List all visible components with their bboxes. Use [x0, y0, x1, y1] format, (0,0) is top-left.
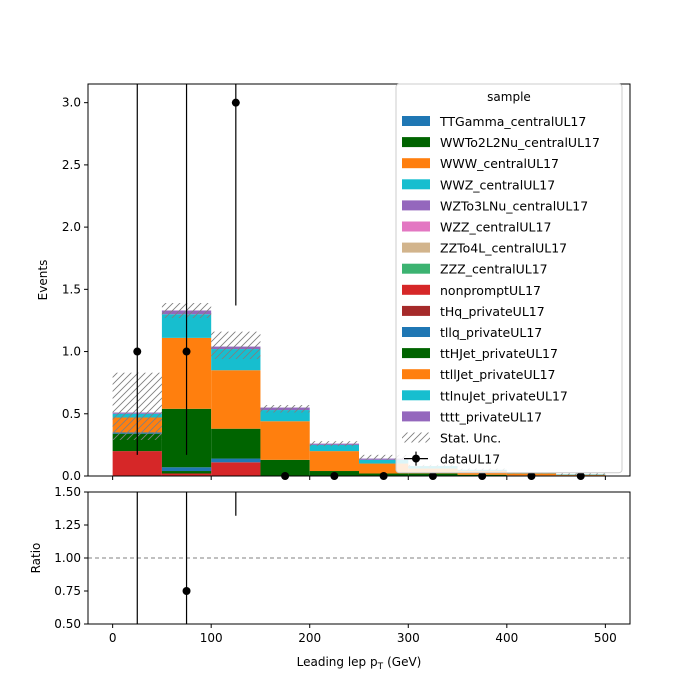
legend-label-1: WWTo2L2Nu_centralUL17 — [440, 135, 600, 150]
legend-marker-16 — [412, 454, 420, 463]
legend-swatch-2 — [402, 158, 430, 169]
legend-title: sample — [487, 90, 531, 104]
ratio-ytick-label-2: 1.00 — [54, 551, 81, 565]
legend-swatch-7 — [402, 263, 430, 274]
stat-unc-bin-2 — [211, 331, 261, 360]
ratio-x-ticks: 0 100 200 300 400 500 — [109, 624, 617, 645]
data-point-0 — [133, 347, 142, 356]
stat-unc-bin-4 — [309, 441, 359, 447]
x-axis-label-main: Leading lep p — [297, 655, 378, 669]
legend-label-0: TTGamma_centralUL17 — [439, 114, 586, 129]
legend-label-10: tllq_privateUL17 — [440, 325, 542, 340]
x-axis-label-sub: T — [377, 662, 384, 672]
bar-ttlnuJet_privateUL17-bin-3 — [260, 410, 310, 422]
bar-ttHJet_privateUL17-bin-1 — [161, 471, 212, 474]
main-ytick-label-6: 3.0 — [62, 96, 81, 110]
main-ytick-label-2: 1.0 — [62, 345, 81, 359]
ratio-xtick-label-4: 400 — [495, 631, 518, 645]
legend-swatch-15 — [402, 432, 430, 443]
main-ytick-label-3: 1.5 — [62, 282, 81, 296]
legend-label-4: WZTo3LNu_centralUL17 — [440, 198, 588, 213]
bar-ttHJet_privateUL17-bin-3 — [260, 459, 310, 476]
ratio-ytick-label-4: 1.50 — [54, 485, 81, 499]
legend-swatch-13 — [402, 390, 430, 401]
legend-swatch-11 — [402, 348, 430, 359]
ratio-ytick-label-0: 0.50 — [54, 617, 81, 631]
legend-label-15: Stat. Unc. — [440, 431, 501, 446]
main-axes-frame — [87, 83, 631, 477]
legend-swatch-8 — [402, 284, 430, 295]
main-ytick-label-0: 0.0 — [62, 469, 81, 483]
bar-tllq_privateUL17-bin-1 — [161, 467, 212, 472]
ratio-xtick-label-1: 100 — [200, 631, 223, 645]
ratio-panel: 0.50 0.75 1.00 1.25 1.50 0 100 200 300 400 500 Ra… — [29, 485, 631, 672]
ratio-ytick-label-3: 1.25 — [54, 518, 81, 532]
stat-unc-bin-3 — [260, 405, 310, 413]
legend-label-7: ZZZ_centralUL17 — [440, 262, 548, 277]
legend-label-13: ttlnuJet_privateUL17 — [440, 388, 568, 403]
legend-label-11: ttHJet_privateUL17 — [440, 346, 558, 361]
legend-label-5: WZZ_centralUL17 — [440, 220, 551, 235]
legend-label-3: WWZ_centralUL17 — [440, 177, 555, 192]
legend-swatch-12 — [402, 369, 430, 380]
legend-swatch-14 — [402, 411, 430, 422]
legend-label-8: nonpromptUL17 — [440, 283, 541, 298]
main-x-ticks — [112, 476, 606, 480]
bar-ttllJet_privateUL17-bin-3 — [260, 421, 310, 460]
legend-swatch-6 — [402, 242, 430, 253]
stat-unc-bin-5 — [359, 454, 409, 460]
bar-tllq_privateUL17-bin-2 — [211, 458, 261, 463]
x-axis-label-unit: (GeV) — [387, 655, 421, 669]
bar-ttllJet_privateUL17-bin-2 — [211, 370, 261, 429]
legend-swatch-0 — [402, 116, 430, 126]
legend-label-9: tHq_privateUL17 — [440, 304, 545, 319]
legend-label-6: ZZTo4L_centralUL17 — [440, 241, 567, 256]
ratio-points — [136, 492, 237, 624]
bar-nonpromptUL17-bin-0 — [112, 451, 162, 476]
legend-label-16: dataUL17 — [440, 452, 500, 467]
ratio-y-axis-label: Ratio — [29, 543, 43, 574]
legend-swatch-9 — [402, 305, 430, 316]
main-ytick-label-4: 2.0 — [62, 220, 81, 234]
ratio-xtick-label-0: 0 — [109, 631, 117, 645]
legend-box — [395, 83, 623, 474]
legend-label-2: WWW_centralUL17 — [440, 156, 559, 171]
bar-ttlnuJet_privateUL17-bin-4 — [309, 444, 359, 452]
bar-WWTo2L2Nu_centralUL17-bin-2 — [211, 428, 261, 459]
bar-nonpromptUL17-bin-2 — [211, 462, 261, 476]
legend-swatch-1 — [402, 137, 430, 148]
main-ytick-label-5: 2.5 — [62, 158, 81, 172]
bar-ttllJet_privateUL17-bin-5 — [359, 463, 409, 474]
ratio-xtick-label-5: 500 — [594, 631, 617, 645]
main-y-axis-label: Events — [36, 260, 50, 301]
main-y-ticks: 0.0 0.5 1.0 1.5 2.0 2.5 3.0 — [62, 96, 88, 483]
data-point-1 — [182, 347, 191, 356]
legend-swatch-5 — [402, 221, 430, 232]
bar-ttlnuJet_privateUL17-bin-5 — [359, 459, 409, 464]
ratio-point-1 — [182, 587, 191, 595]
bar-ttllJet_privateUL17-bin-4 — [309, 451, 359, 472]
legend-label-12: ttllJet_privateUL17 — [440, 367, 556, 382]
ratio-xtick-label-2: 200 — [298, 631, 321, 645]
ratio-ytick-label-1: 0.75 — [54, 584, 81, 598]
legend-swatch-10 — [402, 327, 430, 337]
legend-swatch-3 — [402, 179, 430, 190]
ratio-axes-frame — [87, 491, 631, 625]
ratio-y-ticks: 0.50 0.75 1.00 1.25 1.50 — [54, 485, 88, 631]
main-ytick-label-1: 0.5 — [62, 407, 81, 421]
legend-label-14: tttt_privateUL17 — [440, 409, 542, 424]
main-panel: 0.0 0.5 1.0 1.5 2.0 2.5 3.0 Events — [36, 83, 631, 483]
x-axis-label: Leading lep pT (GeV) — [297, 655, 422, 672]
bar-nonpromptUL17-bin-1 — [161, 473, 212, 476]
legend: sample TTGamma_centralUL17 WWTo2L2Nu_centr… — [395, 83, 623, 474]
legend-swatch-4 — [402, 200, 430, 211]
data-point-2 — [231, 98, 240, 107]
ratio-xtick-label-3: 300 — [397, 631, 420, 645]
